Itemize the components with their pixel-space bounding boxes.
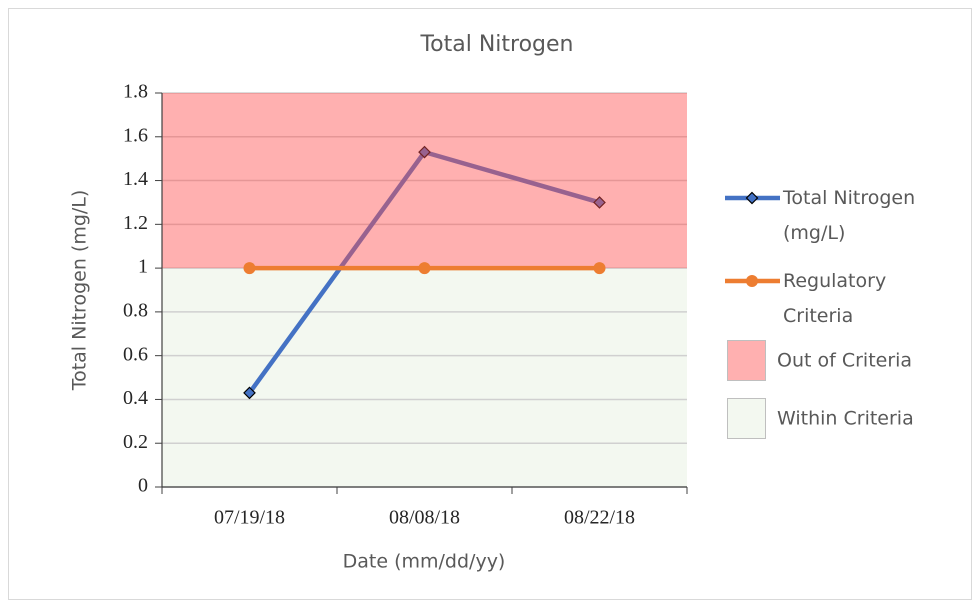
legend-label: Within Criteria [777,408,914,430]
data-point [593,262,606,275]
criteria-band [162,93,687,269]
x-tick-label: 07/19/18 [214,507,285,529]
y-tick-label: 1 [138,256,148,278]
y-tick-label: 0.6 [123,343,148,365]
y-tick-label: 1.6 [123,124,148,146]
legend-label: Regulatory Criteria [783,270,886,327]
y-tick-label: 1.2 [123,212,148,234]
y-tick-label: 0.2 [123,431,148,453]
y-tick-label: 0.8 [123,299,148,321]
legend-marker [746,275,758,287]
y-axis-label: Total Nitrogen (mg/L) [69,190,91,392]
y-tick-label: 1.4 [123,168,148,190]
data-point [243,386,256,400]
x-tick-label: 08/22/18 [564,507,635,529]
data-point [593,196,606,209]
data-point [418,145,431,159]
legend-label: Total Nitrogen (mg/L) [782,187,915,244]
x-tick-label: 08/08/18 [389,507,460,529]
y-tick-label: 0 [138,475,148,497]
legend-marker [745,191,759,205]
y-tick-label: 0.4 [123,387,148,409]
data-point [418,262,431,275]
y-tick-label: 1.8 [123,81,148,103]
chart-title: Total Nitrogen [419,32,573,57]
legend-swatch [727,398,766,439]
data-point [243,262,256,275]
legend-swatch [727,340,766,381]
legend-label: Out of Criteria [777,350,912,372]
x-axis-label: Date (mm/dd/yy) [343,551,506,573]
criteria-band [162,268,687,487]
